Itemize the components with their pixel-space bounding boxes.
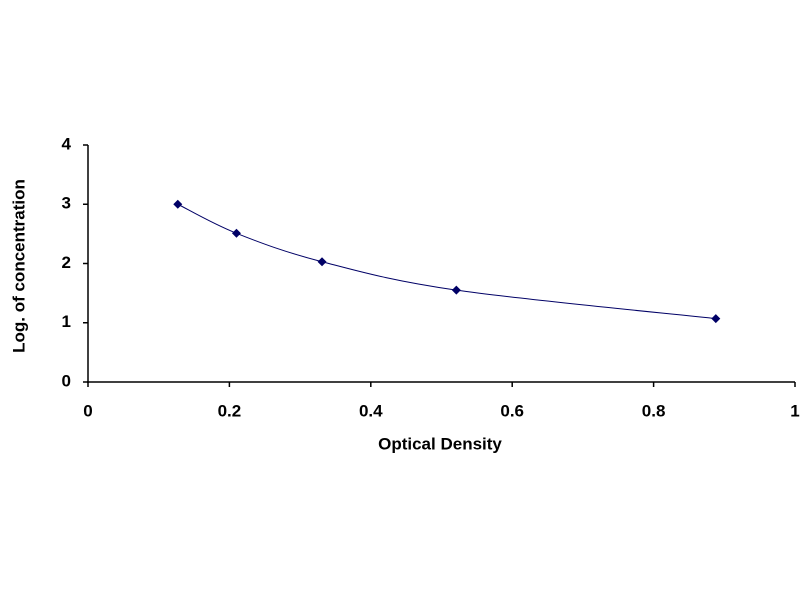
x-tick-label: 1 [790,401,799,420]
x-tick-label: 0.2 [218,401,242,420]
x-tick-label: 0 [83,401,92,420]
y-tick-label: 4 [62,134,72,153]
data-point [317,257,327,267]
y-tick-label: 2 [62,253,71,272]
data-point [711,314,721,324]
y-axis-title: Log. of concentration [9,179,28,353]
y-tick-label: 0 [62,371,71,390]
y-tick-label: 1 [62,312,71,331]
data-point [173,199,183,209]
x-tick-label: 0.6 [500,401,524,420]
x-tick-label: 0.8 [642,401,666,420]
y-tick-label: 3 [62,194,71,213]
x-tick-label: 0.4 [359,401,383,420]
x-axis-title: Optical Density [378,434,502,453]
data-point [451,285,461,295]
data-line [177,203,716,320]
data-point [231,228,241,238]
